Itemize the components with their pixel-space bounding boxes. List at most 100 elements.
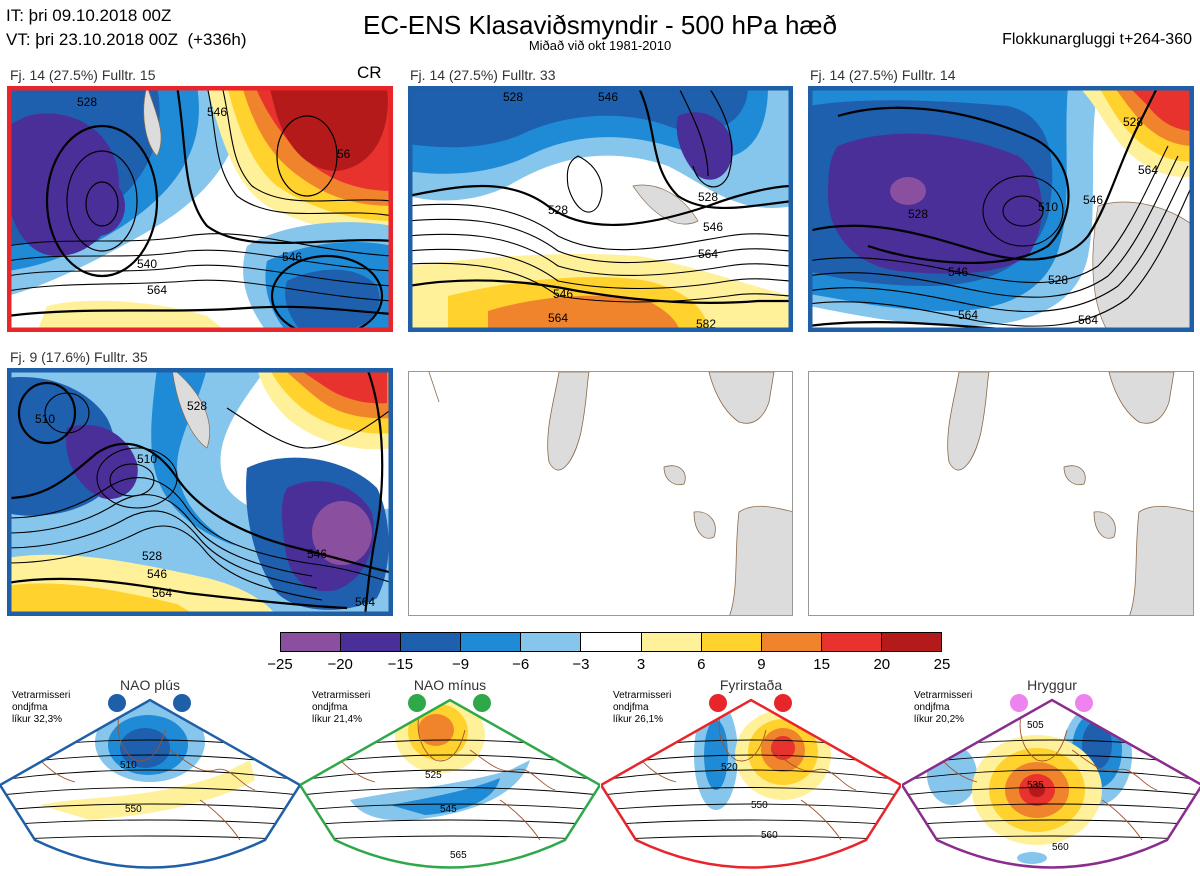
panel-frame: [7, 86, 393, 332]
regime-contour-label: 560: [1052, 842, 1069, 853]
contour-label: 528: [1123, 115, 1143, 129]
regime-stat-line: Vetrarmisseri: [914, 690, 973, 701]
contour-label: 528: [142, 549, 162, 563]
regime-panel-1[interactable]: 510 550: [0, 690, 302, 871]
contour-label: 510: [1038, 200, 1058, 214]
contour-label: 564: [147, 283, 167, 297]
regime-marker-dot: [709, 694, 727, 712]
colorbar-swatch: [460, 633, 521, 651]
page-title: EC-ENS Klasaviðsmyndir - 500 hPa hæð: [363, 10, 837, 40]
regime-contour-label: 525: [425, 770, 442, 781]
empty-map-panel-6[interactable]: [808, 371, 1194, 616]
contour-label: 56: [337, 147, 351, 161]
contour-label: 528: [908, 207, 928, 221]
regime-panel-2[interactable]: 525 545 565: [298, 690, 602, 871]
panel-2-label: Fj. 14 (27.5%) Fulltr. 33: [410, 67, 556, 83]
cluster-map-panel-4[interactable]: 510 510 528 528 546 564 546 564: [7, 368, 393, 616]
page-subtitle: Miðað við okt 1981-2010: [528, 38, 672, 53]
cluster-map-panel-3[interactable]: 528 510 528 546 528 546 564 564 564: [808, 86, 1194, 332]
contour-label: 546: [282, 250, 302, 264]
regime-marker-dot: [108, 694, 126, 712]
colorbar-swatch: [340, 633, 401, 651]
regime-stat-line: Vetrarmisseri: [312, 690, 371, 701]
regime-contour-label: 520: [721, 762, 738, 773]
colorbar-tick-label: −15: [387, 656, 414, 673]
contour-label: 546: [703, 220, 723, 234]
regime-contour-label: 510: [120, 760, 137, 771]
regime-panel-4[interactable]: 505 535 560: [900, 690, 1200, 871]
colorbar-tick-label: 3: [636, 656, 646, 673]
regime-stat-line: Vetrarmisseri: [12, 690, 71, 701]
contour-label: 528: [77, 95, 97, 109]
regime-contour-label: 535: [1027, 780, 1044, 791]
regime-marker-dot: [774, 694, 792, 712]
contour-label: 510: [137, 452, 157, 466]
contour-label: 528: [698, 190, 718, 204]
colorbar-swatch: [820, 633, 881, 651]
contour-label: 546: [207, 105, 227, 119]
regime-contour-label: 505: [1027, 720, 1044, 731]
contour-label: 546: [147, 567, 167, 581]
panel-4-label: Fj. 9 (17.6%) Fulltr. 35: [10, 349, 148, 365]
classification-window-label: Flokkunargluggi t+264-360: [1002, 31, 1192, 48]
regime-contour-label: 560: [761, 830, 778, 841]
regime-marker-dot: [173, 694, 191, 712]
panel-frame: [7, 368, 393, 616]
contour-label: 564: [698, 247, 718, 261]
panel-3-label: Fj. 14 (27.5%) Fulltr. 14: [810, 67, 956, 83]
colorbar-swatch: [580, 633, 641, 651]
regime-marker-dot: [1075, 694, 1093, 712]
contour-label: 564: [958, 308, 978, 322]
cluster-map-panel-1[interactable]: 528 546 56 546 540 564: [7, 86, 393, 332]
panel-frame: [808, 86, 1194, 332]
regime-stats: Vetrarmisseri ondjfma líkur 21,4%: [312, 690, 370, 726]
colorbar-tick-label: −3: [572, 656, 590, 673]
regime-stats: Vetrarmisseri ondjfma líkur 20,2%: [914, 690, 972, 726]
cluster-map-panel-2[interactable]: 528 546 528 528 546 564 546 564 582: [408, 86, 793, 332]
contour-label: 510: [35, 412, 55, 426]
colorbar-tick-label: 9: [757, 656, 766, 673]
colorbar-swatch: [640, 633, 701, 651]
contour-label: 528: [1048, 273, 1068, 287]
contour-label: 546: [598, 90, 618, 104]
contour-label: 564: [548, 311, 568, 325]
colorbar: [280, 632, 942, 652]
empty-map-panel-5[interactable]: [408, 371, 793, 616]
regime-marker-dot: [1010, 694, 1028, 712]
colorbar-tick-label: 6: [697, 656, 706, 673]
contour-label: 564: [355, 595, 375, 609]
regime-marker-dot: [408, 694, 426, 712]
colorbar-swatch: [520, 633, 581, 651]
colorbar-tick-label: −20: [327, 656, 353, 673]
colorbar-tick-label: 25: [933, 656, 951, 673]
contour-label: 546: [1083, 193, 1103, 207]
colorbar-tick-label: 15: [813, 656, 830, 673]
regime-stats: Vetrarmisseri ondjfma líkur 26,1%: [613, 690, 671, 726]
regime-name: NAO mínus: [413, 677, 487, 693]
regime-stat-line: ondjfma: [613, 702, 649, 713]
panel-1-tag: CR: [357, 63, 382, 82]
regime-panel-3[interactable]: 520 550 560: [599, 690, 903, 871]
colorbar-tick-label: −25: [267, 656, 293, 673]
colorbar-tick-label: −6: [512, 656, 530, 673]
contour-label: 564: [152, 586, 172, 600]
contour-label: 564: [1078, 313, 1098, 327]
regime-contour-label: 545: [440, 804, 457, 815]
regime-name: Hryggur: [1027, 677, 1077, 693]
contour-label: 546: [553, 287, 573, 301]
init-time-label: IT: þri 09.10.2018 00Z VT: þri 23.10.201…: [6, 6, 247, 49]
contour-label: 528: [548, 203, 568, 217]
regime-contour-label: 565: [450, 850, 467, 861]
contour-label: 564: [1138, 163, 1158, 177]
contour-label: 546: [307, 547, 327, 561]
regime-stat-line: líkur 32,3%: [12, 714, 63, 725]
contour-label: 540: [137, 257, 157, 271]
colorbar-swatch: [760, 633, 821, 651]
regime-marker-dot: [473, 694, 491, 712]
regime-name: NAO plús: [120, 677, 180, 693]
contour-label: 546: [948, 265, 968, 279]
regime-contour-label: 550: [751, 800, 768, 811]
colorbar-swatch: [281, 633, 341, 651]
regime-stat-line: líkur 20,2%: [914, 714, 965, 725]
regime-stat-line: ondjfma: [312, 702, 348, 713]
